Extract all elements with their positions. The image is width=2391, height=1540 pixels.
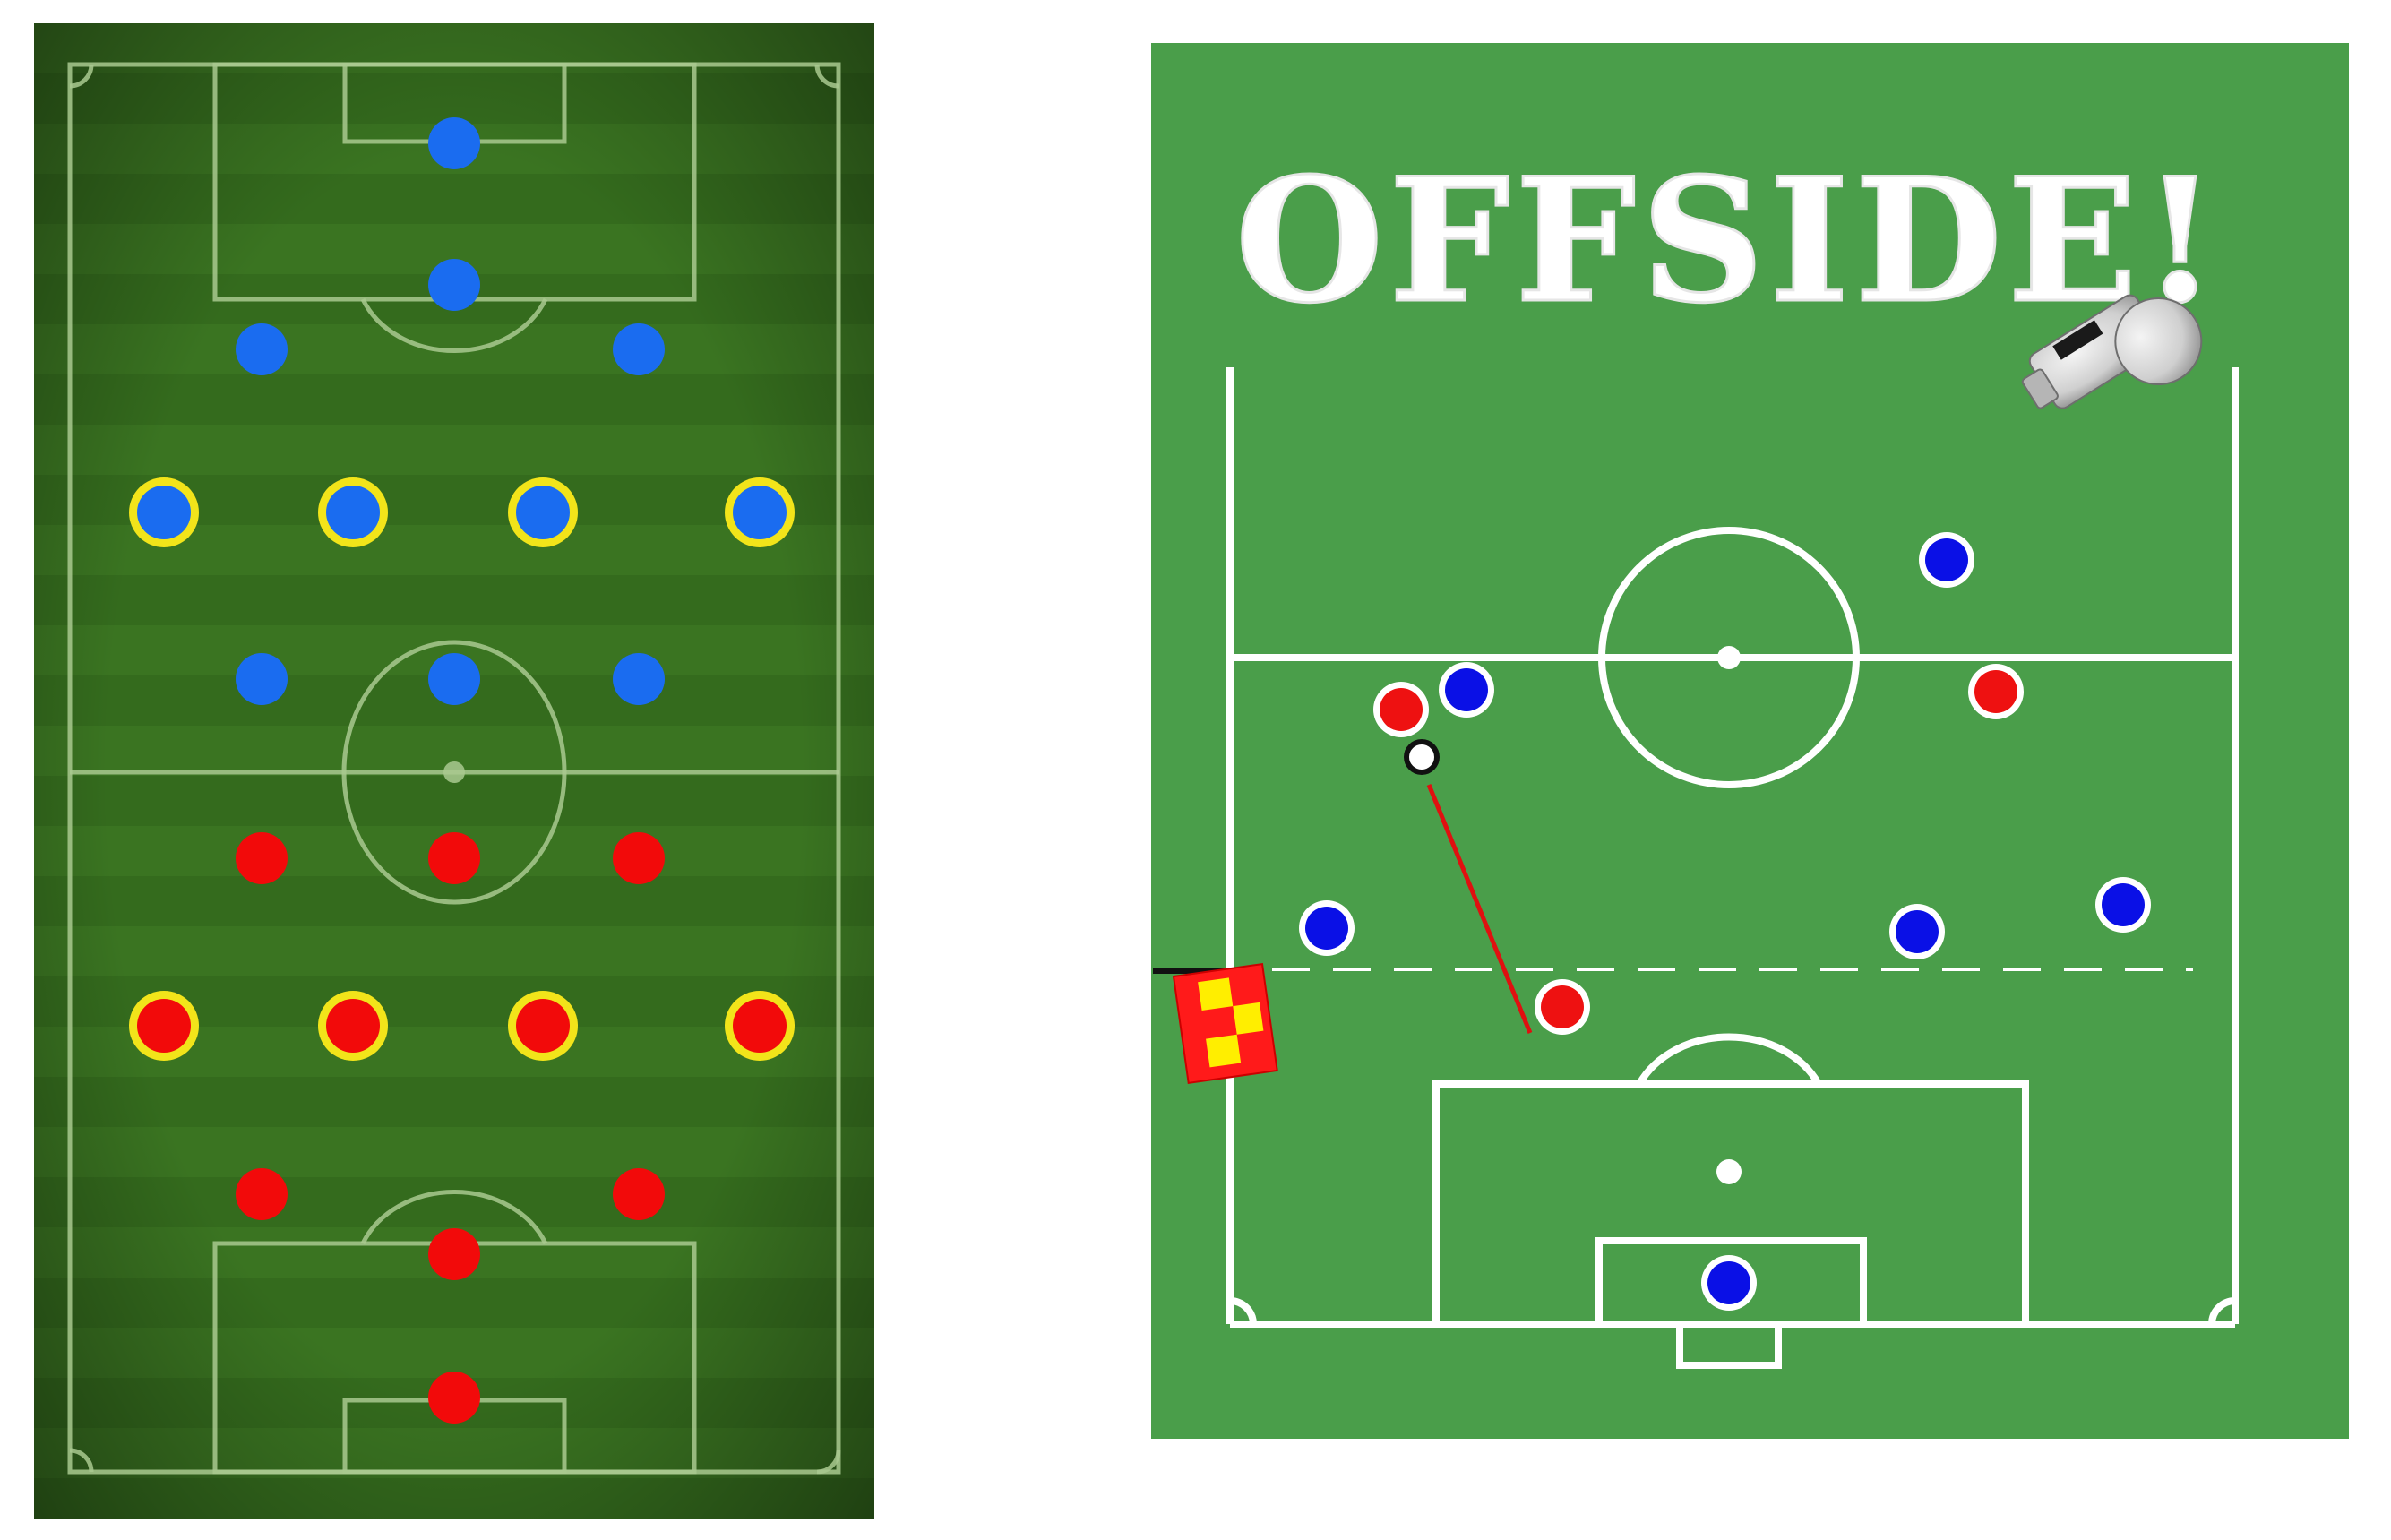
player-red-midfielder — [137, 999, 191, 1053]
player-blue-midfielder — [733, 486, 787, 539]
player-red-midfielder — [733, 999, 787, 1053]
player-blue-midfielder — [326, 486, 380, 539]
player-blue-forward — [428, 653, 480, 705]
player-red-defender — [236, 1168, 288, 1220]
player-red — [1974, 670, 2017, 713]
player-blue — [1707, 1261, 1750, 1304]
center-spot — [1717, 646, 1741, 669]
player-blue — [2102, 883, 2145, 926]
player-red-forward — [236, 832, 288, 884]
player-blue — [1896, 910, 1939, 953]
formation-board — [34, 23, 874, 1519]
offside-poster: OFFSIDE! — [1151, 43, 2349, 1439]
player-blue-goalkeeper — [428, 117, 480, 169]
player-red-defender — [428, 1228, 480, 1280]
player-blue-forward — [236, 653, 288, 705]
player-blue-defender — [428, 259, 480, 311]
player-blue — [1305, 907, 1348, 950]
player-red — [1541, 985, 1584, 1028]
player-red-forward — [613, 832, 665, 884]
player-blue-midfielder — [516, 486, 570, 539]
penalty-spot — [1716, 1159, 1742, 1184]
player-blue-defender — [613, 323, 665, 375]
player-blue-defender — [236, 323, 288, 375]
player-red-midfielder — [516, 999, 570, 1053]
ball-icon — [1406, 742, 1437, 772]
player-red-midfielder — [326, 999, 380, 1053]
player-red-defender — [613, 1168, 665, 1220]
player-blue — [1445, 668, 1488, 711]
player-blue — [1925, 538, 1968, 581]
player-blue-forward — [613, 653, 665, 705]
player-blue-midfielder — [137, 486, 191, 539]
center-spot — [443, 761, 465, 783]
player-red-goalkeeper — [428, 1372, 480, 1424]
player-red — [1380, 688, 1423, 731]
poster-title: OFFSIDE! — [1235, 141, 2223, 340]
player-red-forward — [428, 832, 480, 884]
